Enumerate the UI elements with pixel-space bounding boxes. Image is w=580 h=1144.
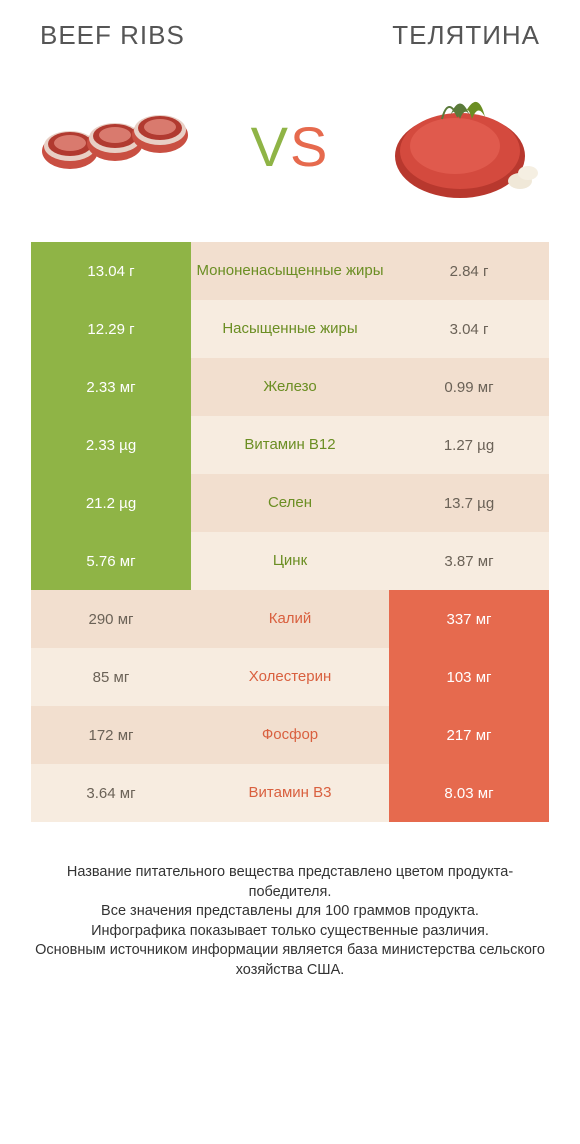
table-row: 2.33 мгЖелезо0.99 мг [31, 358, 549, 416]
cell-right-value: 3.04 г [389, 300, 549, 358]
cell-right-value: 8.03 мг [389, 764, 549, 822]
cell-nutrient-label: Холестерин [191, 648, 389, 706]
veal-image [370, 81, 550, 211]
cell-right-value: 337 мг [389, 590, 549, 648]
images-row: VS [0, 61, 580, 241]
footer-line: Инфографика показывает только существенн… [30, 922, 550, 942]
cell-left-value: 2.33 µg [31, 416, 191, 474]
table-row: 21.2 µgСелен13.7 µg [31, 474, 549, 532]
table-row: 3.64 мгВитамин B38.03 мг [31, 764, 549, 822]
cell-nutrient-label: Витамин B12 [191, 416, 389, 474]
cell-right-value: 0.99 мг [389, 358, 549, 416]
footer-line: Название питательного вещества представл… [30, 863, 550, 902]
table-row: 12.29 гНасыщенные жиры3.04 г [31, 300, 549, 358]
cell-left-value: 5.76 мг [31, 532, 191, 590]
cell-right-value: 1.27 µg [389, 416, 549, 474]
cell-nutrient-label: Мононенасыщенные жиры [191, 242, 389, 300]
cell-left-value: 13.04 г [31, 242, 191, 300]
cell-right-value: 2.84 г [389, 242, 549, 300]
cell-right-value: 103 мг [389, 648, 549, 706]
beef-ribs-image [30, 81, 210, 211]
table-row: 172 мгФосфор217 мг [31, 706, 549, 764]
cell-nutrient-label: Цинк [191, 532, 389, 590]
cell-nutrient-label: Селен [191, 474, 389, 532]
cell-nutrient-label: Витамин B3 [191, 764, 389, 822]
vs-label: VS [251, 114, 330, 179]
comparison-table: 13.04 гМононенасыщенные жиры2.84 г12.29 … [30, 241, 550, 823]
table-row: 5.76 мгЦинк3.87 мг [31, 532, 549, 590]
cell-nutrient-label: Железо [191, 358, 389, 416]
footer-line: Все значения представлены для 100 граммо… [30, 902, 550, 922]
cell-left-value: 172 мг [31, 706, 191, 764]
footer-line: Основным источником информации является … [30, 941, 550, 980]
cell-nutrient-label: Калий [191, 590, 389, 648]
table-row: 290 мгКалий337 мг [31, 590, 549, 648]
footer-notes: Название питательного вещества представл… [0, 823, 580, 1000]
cell-nutrient-label: Фосфор [191, 706, 389, 764]
cell-left-value: 21.2 µg [31, 474, 191, 532]
cell-right-value: 3.87 мг [389, 532, 549, 590]
title-left: Beef ribs [40, 20, 185, 51]
table-row: 85 мгХолестерин103 мг [31, 648, 549, 706]
header: Beef ribs Телятина [0, 0, 580, 61]
table-row: 13.04 гМононенасыщенные жиры2.84 г [31, 242, 549, 300]
cell-nutrient-label: Насыщенные жиры [191, 300, 389, 358]
cell-right-value: 13.7 µg [389, 474, 549, 532]
title-right: Телятина [392, 20, 540, 51]
cell-left-value: 12.29 г [31, 300, 191, 358]
cell-left-value: 2.33 мг [31, 358, 191, 416]
cell-left-value: 290 мг [31, 590, 191, 648]
table-row: 2.33 µgВитамин B121.27 µg [31, 416, 549, 474]
vs-s: S [290, 115, 329, 178]
cell-left-value: 3.64 мг [31, 764, 191, 822]
cell-left-value: 85 мг [31, 648, 191, 706]
cell-right-value: 217 мг [389, 706, 549, 764]
vs-v: V [251, 115, 290, 178]
